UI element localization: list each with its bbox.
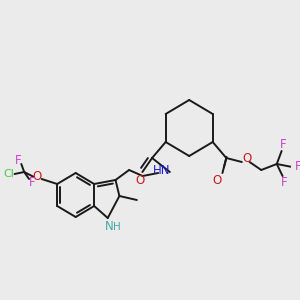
Text: F: F [295, 160, 300, 172]
Text: O: O [242, 152, 251, 164]
Text: H: H [112, 222, 120, 232]
Text: F: F [280, 139, 287, 152]
Text: F: F [29, 176, 35, 188]
Text: Cl: Cl [3, 169, 14, 179]
Text: O: O [212, 173, 221, 187]
Text: F: F [281, 176, 288, 190]
Text: N: N [105, 220, 114, 233]
Text: F: F [15, 154, 22, 166]
Text: HN: HN [153, 164, 171, 178]
Text: O: O [136, 173, 145, 187]
Text: O: O [32, 169, 41, 182]
